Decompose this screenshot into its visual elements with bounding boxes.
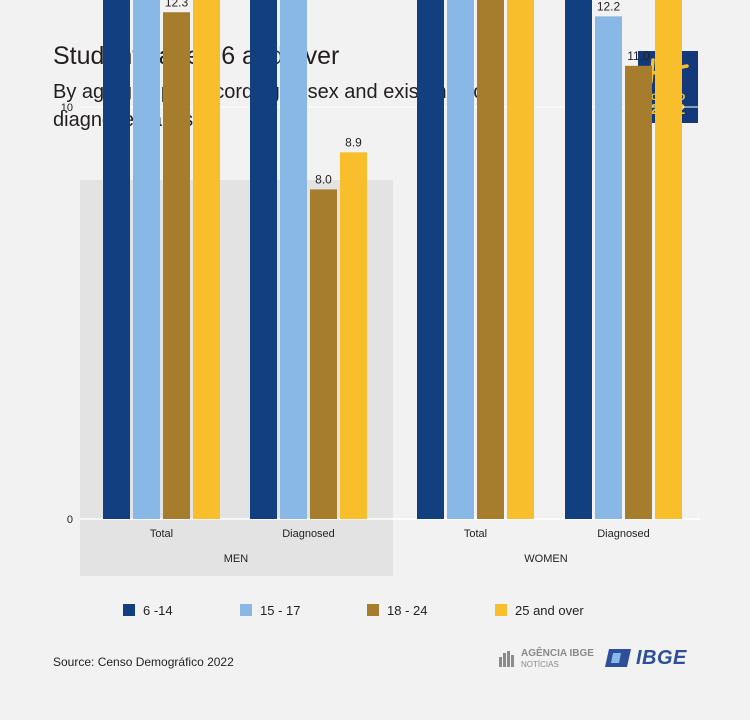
- source-note: Source: Censo Demográfico 2022: [53, 655, 234, 669]
- x-category-label: Diagnosed: [597, 528, 650, 540]
- legend-item: 25 and over: [495, 601, 584, 619]
- bar: [565, 0, 592, 519]
- x-category-label: Total: [464, 528, 487, 540]
- legend-label: 15 - 17: [260, 602, 301, 618]
- bar: [103, 0, 130, 519]
- x-category-label: Total: [150, 528, 173, 540]
- group-label: MEN: [224, 553, 249, 565]
- bar: [507, 0, 534, 519]
- x-category-label: Diagnosed: [282, 528, 335, 540]
- legend-label: 25 and over: [515, 602, 584, 618]
- chart-legend: 6 -14 15 - 17 18 - 24 25 and over: [123, 601, 643, 619]
- legend-swatch: [240, 604, 252, 616]
- data-label: 12.2: [597, 0, 621, 13]
- ibge-mark-icon: [605, 649, 631, 667]
- bar: [477, 0, 504, 520]
- agencia-mark-icon: [499, 651, 514, 667]
- agencia-ibge-logo: AGÊNCIA IBGE NOTÍCIAS: [497, 645, 597, 673]
- bar: [655, 0, 682, 519]
- data-label: 12.3: [165, 0, 189, 9]
- ibge-logo: IBGE: [603, 645, 698, 671]
- bar: [417, 0, 444, 519]
- bar-chart: 0102030405060708055.416.612.315.7Total70…: [61, 0, 700, 576]
- ibge-label: IBGE: [636, 646, 687, 669]
- y-tick-label: 10: [61, 102, 73, 114]
- bar: [595, 16, 622, 520]
- bar: [625, 65, 652, 520]
- legend-label: 18 - 24: [387, 602, 428, 618]
- data-label: 11.0: [627, 49, 650, 63]
- bar: [310, 189, 337, 519]
- y-tick-label: 0: [67, 514, 73, 526]
- legend-item: 15 - 17: [240, 601, 300, 619]
- group-label: WOMEN: [524, 553, 567, 565]
- bar: [163, 12, 190, 520]
- legend-item: 18 - 24: [367, 601, 427, 619]
- legend-swatch: [495, 604, 507, 616]
- data-label: 8.0: [315, 172, 332, 186]
- legend-swatch: [367, 604, 379, 616]
- bar: [250, 0, 277, 519]
- bar: [193, 0, 220, 519]
- bar: [447, 0, 474, 519]
- agencia-label: AGÊNCIA IBGE: [521, 648, 594, 659]
- data-label: 8.9: [345, 135, 362, 149]
- legend-swatch: [123, 604, 135, 616]
- legend-label: 6 -14: [143, 602, 173, 618]
- bar: [340, 152, 367, 519]
- noticias-label: NOTÍCIAS: [521, 660, 559, 669]
- legend-item: 6 -14: [123, 601, 173, 619]
- bar: [280, 0, 307, 519]
- bar: [133, 0, 160, 519]
